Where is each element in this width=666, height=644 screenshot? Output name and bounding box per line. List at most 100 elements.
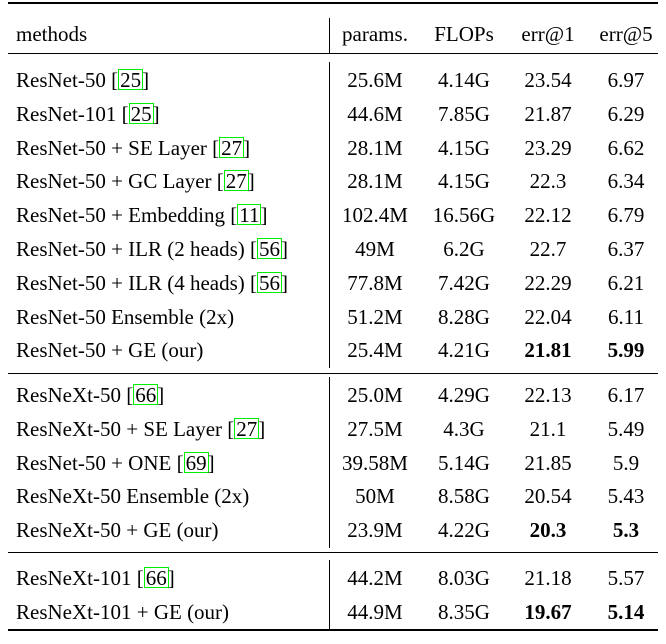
err5-value: 6.79 [607, 203, 645, 228]
column-divider [329, 377, 330, 548]
citation-link[interactable]: 66 [143, 566, 169, 590]
group-rule [8, 552, 658, 553]
params-value: 28.1M [347, 135, 403, 160]
method-name: ResNet-101 [25] [16, 98, 160, 130]
method-name: ResNet-50 Ensemble (2x) [16, 301, 234, 333]
table-row: ResNet-50 + Embedding [11] 102.4M 16.56G 22… [0, 199, 666, 231]
method-label: ResNet-50 [16, 68, 112, 92]
err5-value: 6.29 [607, 101, 645, 126]
table-row: ResNet-101 [25] 44.6M 7.85G 21.87 6.29 [0, 98, 666, 130]
flops-value: 16.56G [432, 203, 496, 228]
citation-bracket-open: [ [230, 203, 238, 228]
citation-bracket-open: [ [111, 68, 119, 92]
flops-value: 8.28G [438, 304, 490, 329]
table-row: ResNeXt-50 + SE Layer [27] 27.5M 4.3G 21.1 5… [0, 413, 666, 445]
err5-value: 6.17 [607, 383, 645, 407]
citation-link[interactable]: 66 [133, 383, 159, 407]
citation-link[interactable]: 11 [237, 203, 262, 228]
method-label: ResNet-50 + ILR (4 heads) [16, 270, 251, 295]
table-row: ResNet-50 + SE Layer [27] 28.1M 4.15G 23.29… [0, 132, 666, 164]
table-row: ResNet-50 + GC Layer [27] 28.1M 4.15G 22.3 6… [0, 165, 666, 197]
table-row: ResNet-50 + GE (our) 25.4M 4.21G 21.81 5.99 [0, 334, 666, 366]
table-row: ResNeXt-50 Ensemble (2x) 50M 8.58G 20.54 5.4… [0, 480, 666, 512]
err1-value: 20.3 [529, 518, 567, 543]
err1-value: 19.67 [524, 599, 572, 624]
err5-value: 5.57 [607, 566, 645, 590]
flops-value: 4.22G [438, 518, 490, 543]
citation-link[interactable]: 56 [257, 270, 283, 295]
err1-value: 22.04 [524, 304, 572, 329]
group-rule [8, 373, 658, 374]
method-name: ResNet-50 + GE (our) [16, 334, 203, 366]
citation-link[interactable]: 69 [183, 450, 209, 475]
citation-bracket-open: [ [121, 101, 129, 126]
params-value: 77.8M [347, 270, 403, 295]
err1-value: 21.81 [524, 338, 572, 363]
method-label: ResNet-50 + GE (our) [16, 338, 204, 363]
citation-bracket-open: [ [216, 169, 224, 194]
header-flops: FLOPs [434, 22, 494, 46]
method-name: ResNeXt-50 Ensemble (2x) [16, 480, 249, 512]
err1-value: 21.1 [529, 416, 567, 441]
citation-link[interactable]: 27 [223, 169, 249, 194]
citation-bracket-open: [ [212, 135, 220, 160]
citation-bracket-close: ] [152, 101, 160, 126]
citation-bracket-close: ] [207, 450, 215, 475]
err1-value: 22.3 [529, 169, 567, 194]
params-value: 25.6M [347, 68, 403, 92]
err5-value: 6.11 [608, 304, 644, 329]
citation-bracket-open: [ [126, 383, 134, 407]
bottom-rule [8, 629, 658, 631]
citation-bracket-open: [ [227, 416, 235, 441]
flops-value: 7.85G [438, 101, 490, 126]
method-name: ResNeXt-50 + GE (our) [16, 514, 219, 546]
citation-link[interactable]: 25 [118, 68, 144, 92]
method-label: ResNeXt-50 + SE Layer [16, 416, 228, 441]
params-value: 49M [355, 237, 395, 261]
citation-bracket-open: [ [136, 566, 144, 590]
header-rule [8, 53, 658, 54]
citation-bracket-close: ] [260, 203, 268, 228]
citation-link[interactable]: 56 [257, 237, 283, 261]
method-name: ResNet-50 + ILR (2 heads) [56] [16, 233, 288, 265]
method-label: ResNet-50 Ensemble (2x) [16, 304, 235, 329]
err5-value: 6.97 [607, 68, 645, 92]
method-label: ResNet-50 + GC Layer [16, 169, 217, 194]
params-value: 44.6M [347, 101, 403, 126]
citation-link[interactable]: 25 [128, 101, 154, 126]
table-row: ResNet-50 + ILR (4 heads) [56] 77.8M 7.42G… [0, 267, 666, 299]
flops-value: 4.29G [438, 383, 490, 407]
params-value: 39.58M [342, 450, 408, 475]
flops-value: 8.35G [438, 599, 490, 624]
err5-value: 5.49 [607, 416, 645, 441]
params-value: 50M [355, 484, 395, 509]
method-name: ResNet-50 + ONE [69] [16, 447, 215, 479]
column-divider [329, 62, 330, 369]
err1-value: 23.54 [524, 68, 572, 92]
err1-value: 21.18 [524, 566, 572, 590]
table-row: ResNeXt-50 [66] 25.0M 4.29G 22.13 6.17 [0, 379, 666, 411]
err5-value: 6.21 [607, 270, 645, 295]
citation-link[interactable]: 27 [234, 416, 260, 441]
table-row: ResNet-50 Ensemble (2x) 51.2M 8.28G 22.04 6.… [0, 301, 666, 333]
flops-value: 4.21G [438, 338, 490, 363]
flops-value: 7.42G [438, 270, 490, 295]
err5-value: 6.62 [607, 135, 645, 160]
err1-value: 22.7 [529, 237, 567, 261]
method-label: ResNeXt-101 + GE (our) [16, 599, 230, 624]
method-name: ResNet-50 [25] [16, 64, 149, 96]
flops-value: 5.14G [438, 450, 490, 475]
table-row: ResNeXt-50 + GE (our) 23.9M 4.22G 20.3 5.3 [0, 514, 666, 546]
method-name: ResNeXt-50 + SE Layer [27] [16, 413, 265, 445]
flops-value: 6.2G [443, 237, 485, 261]
params-value: 102.4M [342, 203, 408, 228]
method-label: ResNet-50 + Embedding [16, 203, 231, 228]
flops-value: 4.15G [438, 169, 490, 194]
top-rule [8, 2, 658, 4]
method-label: ResNeXt-101 [16, 566, 137, 590]
citation-link[interactable]: 27 [219, 135, 245, 160]
citation-bracket-close: ] [247, 169, 255, 194]
flops-value: 4.3G [443, 416, 485, 441]
citation-bracket-open: [ [176, 450, 184, 475]
header-methods: methods [16, 22, 88, 46]
